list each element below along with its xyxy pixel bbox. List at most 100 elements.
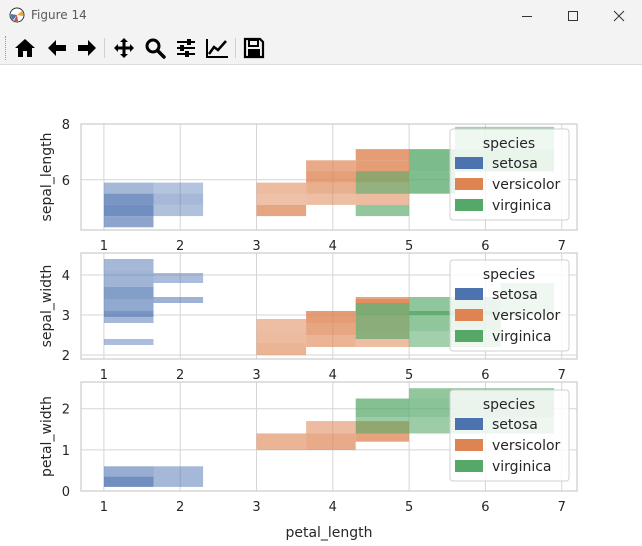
legend-label-virginica: virginica bbox=[492, 459, 552, 475]
legend-swatch-virginica bbox=[455, 330, 483, 342]
histogram-bin-versicolor bbox=[256, 433, 307, 450]
y-tick-label: 0 bbox=[62, 485, 70, 500]
histogram-bin-setosa bbox=[153, 273, 204, 283]
histogram-bin-versicolor bbox=[306, 311, 356, 323]
legend: species setosa versicolor virginica bbox=[449, 128, 570, 221]
matplotlib-logo-icon bbox=[9, 7, 25, 23]
chart-line-icon bbox=[206, 39, 228, 58]
home-button[interactable] bbox=[12, 35, 38, 61]
x-tick-label: 6 bbox=[481, 500, 489, 515]
x-tick-label: 1 bbox=[100, 368, 108, 383]
histogram-bin-versicolor bbox=[306, 323, 356, 335]
histogram-bin-versicolor bbox=[355, 297, 410, 303]
pan-button[interactable] bbox=[111, 35, 137, 61]
y-tick-label: 6 bbox=[62, 174, 70, 189]
legend-box bbox=[449, 389, 570, 482]
toolbar-separator bbox=[235, 38, 236, 58]
x-tick-label: 4 bbox=[329, 500, 337, 515]
histogram-bin-versicolor bbox=[306, 171, 356, 183]
axes-frame bbox=[80, 123, 578, 231]
legend-box bbox=[449, 259, 570, 352]
window-title: Figure 14 bbox=[31, 8, 87, 22]
floppy-disk-icon bbox=[243, 37, 265, 59]
navigation-toolbar bbox=[0, 32, 642, 65]
title-bar: Figure 14 bbox=[0, 0, 642, 32]
legend-label-virginica: virginica bbox=[492, 198, 552, 214]
move-icon bbox=[114, 38, 134, 58]
y-tick-label: 8 bbox=[62, 118, 70, 133]
x-tick-label: 4 bbox=[329, 239, 337, 254]
legend-swatch-virginica bbox=[455, 460, 483, 472]
histogram-bin-setosa bbox=[153, 466, 204, 487]
save-button[interactable] bbox=[241, 35, 267, 61]
histogram-bin-setosa bbox=[153, 182, 204, 194]
legend-swatch-versicolor bbox=[455, 439, 483, 451]
histogram-bin-setosa bbox=[153, 193, 204, 205]
minimize-button[interactable] bbox=[504, 0, 550, 32]
histogram-bin-versicolor bbox=[306, 182, 356, 194]
histogram-bin-virginica bbox=[409, 149, 455, 172]
magnifier-icon bbox=[145, 38, 166, 59]
histogram-bin-virginica bbox=[355, 417, 410, 434]
x-tick-label: 3 bbox=[252, 500, 260, 515]
x-tick-label: 7 bbox=[558, 500, 566, 515]
minimize-icon bbox=[522, 16, 532, 17]
subplot-sepal-width: 1 2 3 4 5 6 7 2 3 4 sepal_width species setosa versic… bbox=[39, 252, 578, 383]
histogram-bin-setosa bbox=[103, 476, 154, 487]
histogram-bin-virginica bbox=[355, 204, 410, 217]
x-tick-label: 1 bbox=[100, 500, 108, 515]
histogram-bin-setosa bbox=[103, 216, 154, 228]
histogram-bin-versicolor bbox=[256, 319, 307, 331]
histogram-bin-versicolor bbox=[256, 204, 307, 217]
histogram-bin-versicolor bbox=[256, 182, 307, 194]
x-tick-label: 2 bbox=[176, 239, 184, 254]
histogram-bin-setosa bbox=[103, 204, 154, 217]
histogram-bin-virginica bbox=[409, 171, 455, 194]
histogram-bin-setosa bbox=[153, 297, 204, 303]
zoom-button[interactable] bbox=[142, 35, 168, 61]
x-tick-label: 2 bbox=[176, 500, 184, 515]
legend-swatch-setosa bbox=[455, 157, 483, 169]
histogram-bin-virginica bbox=[355, 303, 410, 315]
histogram-bin-versicolor bbox=[256, 193, 307, 205]
back-button[interactable] bbox=[44, 35, 70, 61]
histogram-bin-setosa bbox=[153, 204, 204, 217]
toolbar-separator bbox=[104, 38, 105, 58]
legend-label-setosa: setosa bbox=[492, 156, 538, 172]
legend-swatch-virginica bbox=[455, 199, 483, 211]
maximize-button[interactable] bbox=[550, 0, 596, 32]
legend: species setosa versicolor virginica bbox=[449, 389, 570, 482]
legend-box bbox=[449, 128, 570, 221]
histogram-bin-setosa bbox=[103, 193, 154, 205]
histogram-bin-virginica bbox=[355, 315, 410, 339]
x-tick-label: 5 bbox=[405, 368, 413, 383]
histogram-bin-setosa bbox=[103, 287, 154, 299]
legend-title: species bbox=[483, 136, 535, 152]
subplot-sepal-length: 1 2 3 4 5 6 7 6 8 sepal_length species setosa versic… bbox=[39, 118, 578, 254]
histogram-bin-virginica bbox=[355, 171, 410, 183]
edit-axes-button[interactable] bbox=[204, 35, 230, 61]
histogram-bin-versicolor bbox=[355, 193, 410, 205]
histogram-bin-versicolor bbox=[306, 421, 356, 434]
legend-title: species bbox=[483, 397, 535, 413]
legend-label-versicolor: versicolor bbox=[492, 177, 561, 193]
y-tick-label: 2 bbox=[62, 349, 70, 364]
y-tick-label: 2 bbox=[62, 403, 70, 418]
x-tick-label: 2 bbox=[176, 368, 184, 383]
close-button[interactable] bbox=[596, 0, 642, 32]
histogram-bin-versicolor bbox=[355, 149, 410, 161]
sliders-icon bbox=[177, 39, 195, 57]
arrow-left-icon bbox=[48, 40, 66, 56]
x-tick-label: 7 bbox=[558, 239, 566, 254]
configure-subplots-button[interactable] bbox=[173, 35, 199, 61]
maximize-icon bbox=[568, 11, 578, 21]
x-axis-label: petal_length bbox=[285, 525, 372, 541]
toolbar-grip bbox=[5, 36, 9, 60]
histogram-bin-versicolor bbox=[355, 160, 410, 172]
forward-button[interactable] bbox=[74, 35, 100, 61]
legend-title: species bbox=[483, 267, 535, 283]
histogram-bin-versicolor bbox=[306, 433, 356, 450]
x-tick-label: 6 bbox=[481, 239, 489, 254]
